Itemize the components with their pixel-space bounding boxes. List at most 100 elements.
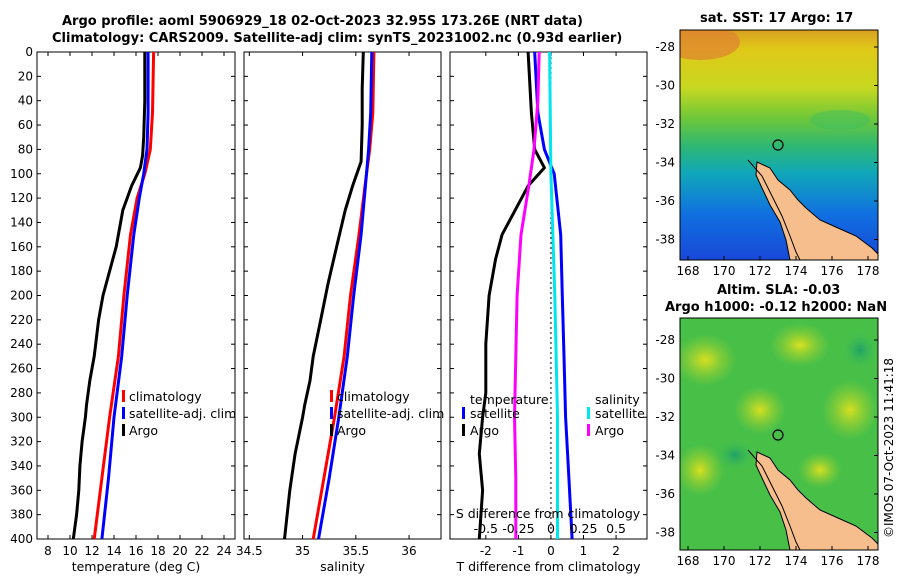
series-line-climatology — [311, 51, 376, 540]
depth-tick-label: 200 — [10, 289, 33, 303]
map-x-tick-label: 178 — [857, 264, 880, 278]
x-tick-label: -2 — [480, 544, 492, 558]
top-tick-label: -0.5 — [474, 521, 498, 536]
x-tick-label: 10 — [62, 544, 77, 558]
sst-cool-patch — [810, 110, 870, 130]
legend-swatch — [330, 390, 333, 402]
depth-tick-label: 260 — [10, 362, 33, 376]
depth-tick-label: 180 — [10, 264, 33, 278]
legend-swatch — [587, 407, 590, 419]
x-tick-label: 34.5 — [236, 544, 263, 558]
series-line-argo — [283, 51, 365, 540]
sla-high-3 — [734, 386, 786, 434]
depth-axis: 0 20 40 60 80 100 120 140 160 180 200 220 240 260 280 3… — [10, 45, 33, 546]
x-axis-label: T difference from climatology — [455, 559, 641, 574]
legend-label: satellite — [595, 406, 645, 421]
top-tick-label: -0.25 — [502, 521, 534, 536]
legend-label: Argo — [337, 423, 366, 438]
map-y-tick-label: -32 — [655, 117, 675, 131]
sla-map — [680, 318, 878, 550]
map-y-tick-label: -28 — [655, 333, 675, 347]
legend-label: satellite — [470, 406, 520, 421]
x-tick-label: 2 — [612, 544, 620, 558]
map-x-tick-label: 174 — [785, 554, 808, 568]
depth-tick-label: 140 — [10, 215, 33, 229]
depth-tick-label: 280 — [10, 386, 33, 400]
legend-label: Argo — [595, 423, 624, 438]
x-axis-label: temperature (deg C) — [72, 559, 201, 574]
sst-coast-contour — [747, 159, 801, 260]
sla-low-1 — [715, 439, 755, 471]
figure-title-line1: Argo profile: aoml 5906929_18 02-Oct-202… — [62, 14, 583, 29]
sla-low-2 — [842, 330, 878, 370]
map-x-tick-label: 168 — [677, 264, 700, 278]
map-y-tick-label: -30 — [655, 79, 675, 93]
sla-high-2 — [770, 323, 830, 367]
sla-map-frame — [679, 317, 879, 551]
x-tick-label: 18 — [150, 544, 165, 558]
map-y-tick-label: -34 — [655, 449, 675, 463]
depth-tick-label: 160 — [10, 240, 33, 254]
sst-land — [755, 161, 878, 260]
x-tick-label: 35 — [295, 544, 310, 558]
map-y-tick-label: -38 — [655, 233, 675, 247]
map-x-tick-label: 168 — [677, 554, 700, 568]
legend-swatch — [587, 424, 590, 436]
legend-swatch — [122, 390, 125, 402]
map-y-tick-label: -36 — [655, 487, 675, 501]
x-tick-label: 35.5 — [342, 544, 369, 558]
depth-tick-label: 340 — [10, 459, 33, 473]
series-line-salinity-argo — [513, 51, 541, 539]
legend-label: satellite-adj. clim — [129, 406, 236, 421]
difference-plot: -2 -1 0 1 2T difference from climatology temp… — [450, 51, 647, 574]
top-tick-label: 0.5 — [606, 521, 626, 536]
map-y-tick-label: -28 — [655, 40, 675, 54]
series-line-argo — [71, 52, 147, 540]
x-tick-label: 8 — [44, 544, 52, 558]
legend-label: Argo — [129, 423, 158, 438]
legend-swatch — [330, 424, 333, 436]
depth-tick-label: 60 — [18, 118, 33, 132]
map-y-tick-label: -32 — [655, 410, 675, 424]
figure-title-line2: Climatology: CARS2009. Satellite-adj cli… — [52, 31, 623, 46]
legend-swatch — [462, 407, 465, 419]
series-line-temperature-argo — [477, 51, 546, 540]
depth-tick-label: 360 — [10, 483, 33, 497]
depth-tick-label: 40 — [18, 94, 33, 108]
series-line-temperature-satellite — [533, 51, 574, 540]
sla-coast-contour — [747, 449, 801, 550]
legend-header-salinity: salinity — [595, 392, 640, 407]
depth-tick-label: 320 — [10, 435, 33, 449]
map-x-tick-label: 178 — [857, 554, 880, 568]
x-tick-label: 20 — [172, 544, 187, 558]
legend-label: satellite-adj. clim — [337, 406, 444, 421]
top-tick-label: 0.25 — [570, 521, 598, 536]
depth-tick-label: 80 — [18, 142, 33, 156]
x-tick-label: 1 — [580, 544, 588, 558]
x-tick-label: 24 — [216, 544, 231, 558]
legend-swatch — [462, 424, 465, 436]
sla-high-1 — [680, 334, 737, 386]
sla-map-title-line2: Argo h1000: -0.12 h2000: NaN — [665, 300, 888, 315]
sst-field — [680, 30, 878, 260]
map-x-tick-label: 170 — [713, 264, 736, 278]
salinity-plot-frame — [243, 51, 442, 540]
depth-tick-label: 100 — [10, 167, 33, 181]
legend-swatch — [330, 407, 333, 419]
depth-tick-label: 380 — [10, 508, 33, 522]
sla-argo-marker — [772, 429, 784, 441]
map-x-tick-label: 172 — [749, 264, 772, 278]
depth-tick-label: 300 — [10, 410, 33, 424]
x-tick-label: 14 — [106, 544, 121, 558]
sla-high-4 — [822, 380, 878, 440]
sla-map-axes: 168 170 172 174 176 178 -28 -30 -32 -34 -36 -38 — [655, 333, 879, 568]
sla-high-5 — [680, 444, 724, 496]
x-tick-label: 0 — [547, 544, 555, 558]
sla-high-6 — [798, 452, 842, 488]
x-tick-label: -1 — [512, 544, 524, 558]
depth-tick-label: 20 — [18, 69, 33, 83]
sla-map-title-line1: Altim. SLA: -0.03 — [717, 283, 841, 298]
legend-label: Argo — [470, 423, 499, 438]
map-x-tick-label: 176 — [821, 554, 844, 568]
legend-swatch — [122, 424, 125, 436]
